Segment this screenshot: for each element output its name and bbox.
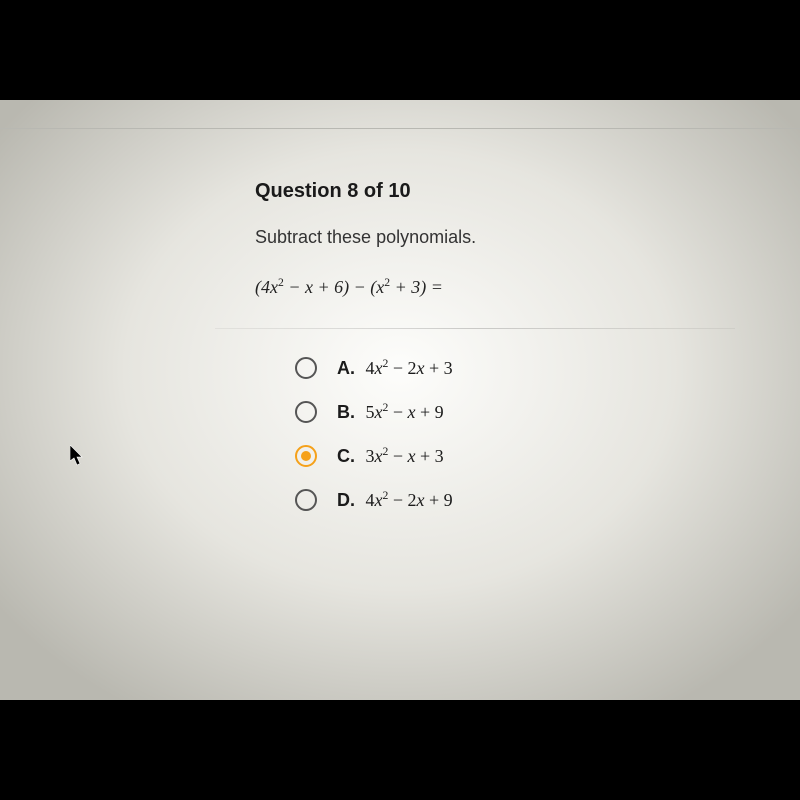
radio-icon-selected[interactable] bbox=[295, 445, 317, 467]
option-label: B. 5x2 − x + 9 bbox=[337, 401, 444, 423]
options-list: A. 4x2 − 2x + 3 B. 5x2 − x + 9 C. 3x2 − … bbox=[255, 357, 695, 511]
question-prompt: Subtract these polynomials. bbox=[255, 227, 695, 248]
option-label: C. 3x2 − x + 3 bbox=[337, 445, 444, 467]
header-divider bbox=[0, 128, 800, 129]
letterbox-bottom bbox=[0, 700, 800, 800]
radio-icon[interactable] bbox=[295, 357, 317, 379]
option-a[interactable]: A. 4x2 − 2x + 3 bbox=[295, 357, 695, 379]
quiz-paper-region: Question 8 of 10 Subtract these polynomi… bbox=[0, 100, 800, 700]
question-divider bbox=[215, 328, 735, 329]
option-c[interactable]: C. 3x2 − x + 3 bbox=[295, 445, 695, 467]
question-block: Question 8 of 10 Subtract these polynomi… bbox=[255, 180, 695, 533]
option-b[interactable]: B. 5x2 − x + 9 bbox=[295, 401, 695, 423]
mouse-cursor-icon bbox=[70, 445, 86, 467]
question-expression: (4x2 − x + 6) − (x2 + 3) = bbox=[255, 276, 695, 298]
radio-icon[interactable] bbox=[295, 489, 317, 511]
letterbox-top bbox=[0, 0, 800, 100]
question-number: Question 8 of 10 bbox=[255, 180, 695, 203]
option-d[interactable]: D. 4x2 − 2x + 9 bbox=[295, 489, 695, 511]
option-label: D. 4x2 − 2x + 9 bbox=[337, 489, 453, 511]
radio-icon[interactable] bbox=[295, 401, 317, 423]
option-label: A. 4x2 − 2x + 3 bbox=[337, 357, 453, 379]
